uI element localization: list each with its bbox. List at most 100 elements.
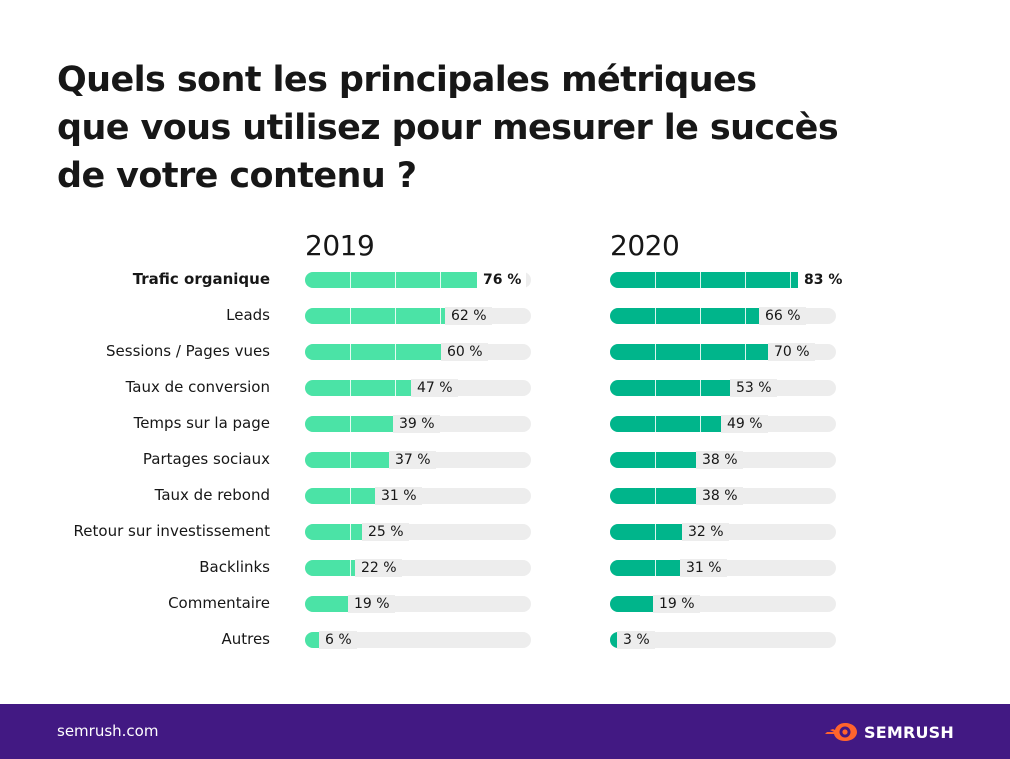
- data-label: 37 %: [389, 451, 436, 469]
- bar-2020: [610, 380, 730, 396]
- category-label: Commentaire: [168, 594, 270, 612]
- data-label: 32 %: [682, 523, 729, 541]
- bar-chart: 2019 2020 Trafic organique 76 % 83 % Leads 6…: [73, 229, 848, 649]
- category-label: Temps sur la page: [133, 414, 270, 432]
- bar-track: [305, 596, 531, 612]
- data-label: 60 %: [441, 343, 488, 361]
- bar-segment-divider: [655, 380, 656, 396]
- series-title-2019: 2019: [305, 229, 375, 262]
- bar-segment-divider: [655, 308, 656, 324]
- data-label: 53 %: [730, 379, 777, 397]
- data-label: 25 %: [362, 523, 409, 541]
- bar-segment-divider: [350, 380, 351, 396]
- bar-segment-divider: [395, 272, 396, 288]
- bar-track: [610, 380, 836, 396]
- semrush-logo[interactable]: SEMRUSH: [824, 721, 954, 743]
- bar-2019: [305, 344, 441, 360]
- bar-segment-divider: [700, 380, 701, 396]
- data-label: 22 %: [355, 559, 402, 577]
- data-label: 66 %: [759, 307, 806, 325]
- data-label: 19 %: [653, 595, 700, 613]
- bar-track: [305, 632, 531, 648]
- bar-2019: [305, 560, 355, 576]
- bar-2020: [610, 272, 798, 288]
- category-label: Partages sociaux: [142, 450, 270, 468]
- bar-track: [610, 596, 836, 612]
- bar-segment-divider: [395, 380, 396, 396]
- bar-2019: [305, 380, 411, 396]
- data-label: 3 %: [617, 631, 655, 649]
- bar-2020: [610, 344, 768, 360]
- category-label: Autres: [221, 630, 270, 648]
- bar-track: [305, 272, 531, 288]
- semrush-fireball-icon: [824, 723, 857, 741]
- bar-segment-divider: [700, 416, 701, 432]
- bar-2020: [610, 488, 696, 504]
- bar-segment-divider: [700, 272, 701, 288]
- bar-segment-divider: [655, 488, 656, 504]
- bar-track: [610, 632, 836, 648]
- bar-track: [305, 524, 531, 540]
- bar-segment-divider: [745, 308, 746, 324]
- bar-2019: [305, 632, 319, 648]
- bar-segment-divider: [700, 308, 701, 324]
- category-label: Trafic organique: [132, 270, 270, 288]
- bar-segment-divider: [350, 488, 351, 504]
- bar-2019: [305, 452, 389, 468]
- bar-2020: [610, 560, 680, 576]
- data-label: 39 %: [393, 415, 440, 433]
- bar-segment-divider: [655, 560, 656, 576]
- bar-segment-divider: [655, 452, 656, 468]
- bar-segment-divider: [350, 452, 351, 468]
- category-label: Sessions / Pages vues: [106, 342, 270, 360]
- category-label: Leads: [226, 306, 270, 324]
- data-label: 19 %: [348, 595, 395, 613]
- data-label: 62 %: [445, 307, 492, 325]
- title-line-2: que vous utilisez pour mesurer le succès: [57, 108, 839, 148]
- bar-2020: [610, 416, 721, 432]
- data-label: 49 %: [721, 415, 768, 433]
- data-label: 83 %: [798, 271, 848, 289]
- bar-segment-divider: [395, 344, 396, 360]
- bar-2019: [305, 524, 362, 540]
- bar-2020: [610, 524, 682, 540]
- title-line-3: de votre contenu ?: [57, 156, 417, 196]
- bar-2020: [610, 452, 696, 468]
- bar-segment-divider: [350, 272, 351, 288]
- bar-segment-divider: [350, 344, 351, 360]
- bar-segment-divider: [700, 344, 701, 360]
- bar-2019: [305, 596, 348, 612]
- bar-track: [305, 308, 531, 324]
- data-label: 38 %: [696, 487, 743, 505]
- data-label: 6 %: [319, 631, 357, 649]
- bar-segment-divider: [350, 524, 351, 540]
- bar-track: [610, 272, 836, 288]
- bar-2020: [610, 632, 617, 648]
- data-label: 38 %: [696, 451, 743, 469]
- bar-segment-divider: [655, 344, 656, 360]
- data-label: 76 %: [477, 271, 527, 289]
- bar-segment-divider: [440, 272, 441, 288]
- data-label: 31 %: [375, 487, 422, 505]
- data-label: 47 %: [411, 379, 458, 397]
- bar-segment-divider: [350, 560, 351, 576]
- bar-2019: [305, 416, 393, 432]
- bar-segment-divider: [655, 416, 656, 432]
- bar-segment-divider: [745, 272, 746, 288]
- bar-segment-divider: [395, 308, 396, 324]
- footer-site-link[interactable]: semrush.com: [57, 722, 159, 740]
- bar-segment-divider: [440, 308, 441, 324]
- bar-track: [305, 344, 531, 360]
- data-label: 31 %: [680, 559, 727, 577]
- bar-2020: [610, 596, 653, 612]
- category-label: Taux de rebond: [154, 486, 270, 504]
- bar-2019: [305, 488, 375, 504]
- category-label: Taux de conversion: [125, 378, 270, 396]
- data-label: 70 %: [768, 343, 815, 361]
- brand-name: SEMRUSH: [863, 722, 954, 742]
- bar-track: [305, 560, 531, 576]
- bar-2019: [305, 308, 445, 324]
- bar-segment-divider: [350, 308, 351, 324]
- category-label: Backlinks: [199, 558, 270, 576]
- bar-segment-divider: [790, 272, 791, 288]
